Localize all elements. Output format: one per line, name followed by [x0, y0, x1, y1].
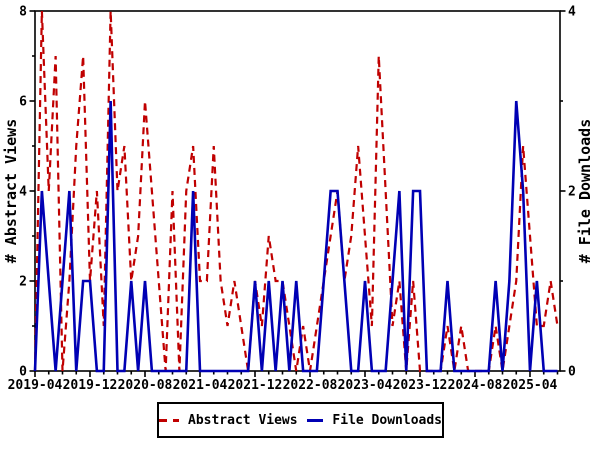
x-tick-label: 2020-08 [118, 378, 173, 393]
y-left-tick-label: 6 [19, 95, 27, 110]
y-right-axis-title: # File Downloads [576, 119, 594, 264]
x-tick-label: 2023-04 [338, 378, 393, 393]
y-left-tick-label: 0 [19, 365, 27, 380]
legend-label-file-downloads: File Downloads [332, 412, 442, 428]
legend: Abstract Views File Downloads [157, 402, 444, 438]
legend-label-abstract-views: Abstract Views [188, 412, 298, 428]
x-tick-label: 2019-12 [63, 378, 118, 393]
x-tick-label: 2025-04 [503, 378, 558, 393]
y-right-tick-label: 4 [568, 5, 576, 20]
x-tick-label: 2024-08 [448, 378, 503, 393]
x-tick-label: 2021-12 [228, 378, 283, 393]
legend-dashed-line-sample [159, 418, 179, 422]
y-right-tick-label: 0 [568, 365, 576, 380]
abstract-views-line [33, 10, 559, 373]
y-left-tick-label: 4 [19, 185, 27, 200]
legend-solid-line-sample [306, 418, 324, 422]
x-tick-label: 2023-12 [393, 378, 448, 393]
y-left-axis-title: # Abstract Views [2, 119, 20, 264]
file-downloads-line [33, 100, 558, 373]
x-tick-label: 2022-08 [283, 378, 338, 393]
y-right-tick-label: 2 [568, 185, 576, 200]
y-left-tick-label: 8 [19, 5, 27, 20]
x-tick-label: 2019-04 [8, 378, 63, 393]
x-tick-label: 2021-04 [173, 378, 228, 393]
y-left-tick-label: 2 [19, 275, 27, 290]
